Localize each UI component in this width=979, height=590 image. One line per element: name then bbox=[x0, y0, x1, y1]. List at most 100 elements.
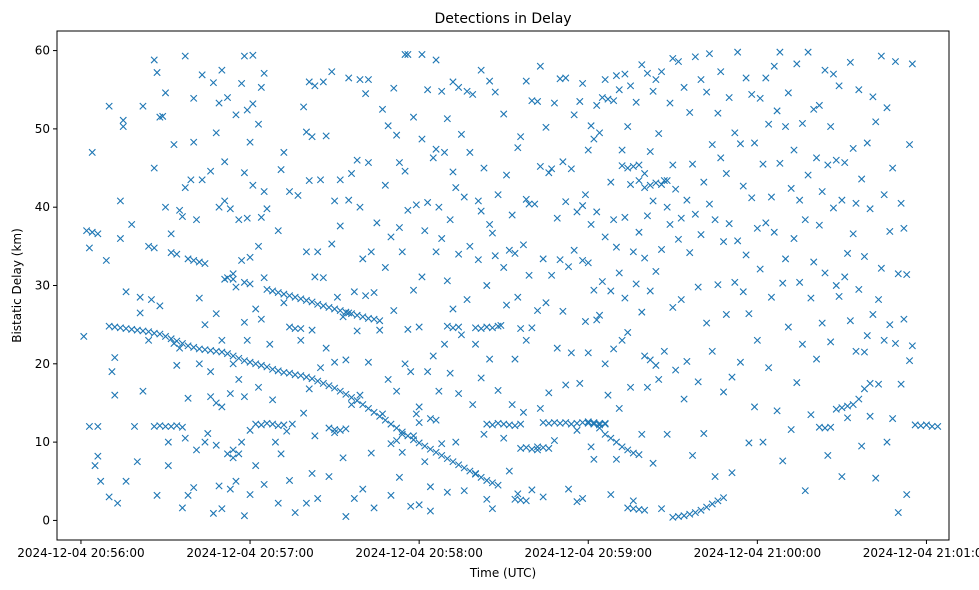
data-point bbox=[398, 248, 406, 256]
data-point bbox=[550, 418, 559, 427]
data-point bbox=[167, 335, 175, 343]
data-point bbox=[269, 365, 277, 373]
data-point bbox=[556, 256, 564, 264]
data-point bbox=[229, 270, 237, 278]
data-point bbox=[827, 122, 835, 131]
data-point bbox=[897, 380, 905, 388]
data-point bbox=[539, 418, 547, 427]
data-point bbox=[669, 303, 677, 312]
data-point bbox=[734, 237, 742, 245]
data-point bbox=[635, 505, 643, 514]
data-point bbox=[367, 248, 375, 256]
data-point bbox=[150, 329, 158, 337]
data-point bbox=[488, 229, 497, 237]
data-point bbox=[477, 207, 485, 215]
data-point bbox=[680, 512, 688, 520]
data-point bbox=[590, 418, 598, 427]
data-point bbox=[652, 361, 660, 369]
data-point bbox=[643, 212, 652, 220]
data-point bbox=[517, 444, 525, 452]
data-point bbox=[734, 48, 742, 56]
data-point bbox=[471, 340, 480, 348]
data-point bbox=[297, 336, 305, 344]
data-point bbox=[477, 473, 485, 481]
data-point bbox=[742, 74, 750, 82]
data-point bbox=[263, 419, 271, 427]
data-point bbox=[136, 309, 144, 317]
data-point bbox=[562, 418, 570, 427]
data-point bbox=[384, 375, 392, 384]
data-point bbox=[601, 430, 609, 438]
data-point bbox=[240, 169, 249, 177]
data-point bbox=[564, 485, 573, 493]
data-point bbox=[424, 198, 432, 207]
data-point bbox=[576, 379, 584, 387]
data-point bbox=[291, 293, 299, 301]
data-point bbox=[801, 487, 809, 495]
data-point bbox=[322, 344, 330, 352]
data-point bbox=[866, 379, 874, 387]
data-point bbox=[832, 156, 840, 164]
data-point bbox=[562, 198, 570, 206]
data-point bbox=[894, 509, 902, 517]
data-point bbox=[641, 352, 649, 360]
data-point bbox=[221, 275, 229, 283]
data-point bbox=[426, 507, 435, 515]
data-point bbox=[218, 336, 226, 344]
data-point bbox=[903, 270, 911, 279]
data-point bbox=[483, 420, 491, 428]
data-point bbox=[455, 83, 463, 91]
data-point bbox=[889, 415, 897, 423]
data-point bbox=[294, 191, 302, 200]
data-point bbox=[438, 451, 446, 460]
data-point bbox=[829, 204, 838, 212]
data-point bbox=[531, 200, 539, 208]
data-point bbox=[579, 494, 587, 503]
data-point bbox=[621, 294, 629, 302]
data-point bbox=[240, 512, 249, 520]
data-point bbox=[705, 200, 714, 208]
data-point bbox=[846, 58, 854, 66]
data-point bbox=[370, 408, 378, 416]
data-point bbox=[590, 135, 598, 143]
data-point bbox=[426, 415, 435, 423]
data-point bbox=[494, 191, 502, 199]
data-point bbox=[435, 203, 443, 211]
data-point bbox=[212, 441, 220, 449]
data-point bbox=[133, 326, 141, 334]
data-point bbox=[638, 308, 646, 316]
data-point bbox=[232, 111, 240, 119]
data-point bbox=[753, 336, 761, 344]
data-point bbox=[767, 193, 776, 201]
data-point bbox=[257, 83, 265, 91]
data-point bbox=[889, 164, 897, 172]
data-point bbox=[122, 288, 130, 296]
data-point bbox=[553, 344, 561, 352]
data-point bbox=[545, 389, 553, 397]
data-point bbox=[336, 306, 344, 315]
data-point bbox=[184, 342, 192, 350]
data-point bbox=[243, 106, 251, 114]
data-point bbox=[824, 161, 832, 169]
data-point bbox=[567, 349, 575, 357]
data-point bbox=[421, 227, 429, 235]
data-point bbox=[722, 310, 730, 319]
data-point bbox=[784, 89, 792, 97]
data-point bbox=[669, 513, 677, 521]
data-point bbox=[181, 434, 189, 442]
data-point bbox=[779, 457, 787, 465]
data-point bbox=[432, 448, 440, 456]
data-point bbox=[378, 105, 387, 113]
data-point bbox=[178, 504, 187, 512]
data-point bbox=[269, 396, 277, 404]
data-point bbox=[579, 79, 587, 88]
data-point bbox=[581, 191, 590, 199]
data-point bbox=[274, 227, 282, 235]
data-point bbox=[353, 311, 361, 319]
data-point bbox=[728, 469, 736, 477]
data-point bbox=[511, 422, 519, 430]
data-point bbox=[409, 113, 418, 121]
data-point bbox=[156, 302, 164, 310]
data-point bbox=[579, 202, 587, 210]
